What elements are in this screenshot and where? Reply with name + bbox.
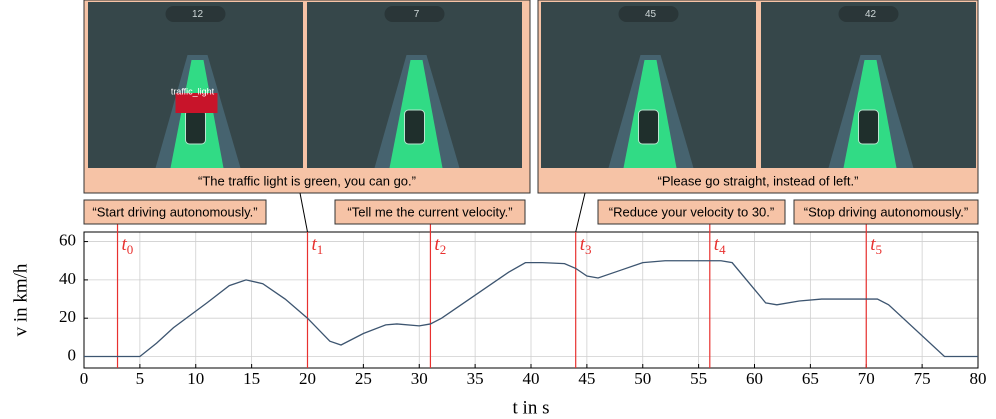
event-subscript: 2: [440, 242, 447, 257]
event-subscript: 1: [317, 242, 324, 257]
hud-speed: 12: [192, 9, 204, 20]
object-label: traffic_light: [171, 86, 215, 96]
detected-object: [175, 93, 218, 113]
hud-speed: 45: [645, 9, 657, 20]
event-symbol: t: [870, 234, 876, 255]
ego-car: [638, 109, 659, 145]
plot-frame: [83, 231, 979, 369]
command-box: [597, 199, 786, 225]
screenshot: 7: [307, 2, 522, 168]
panel-caption: “The traffic light is green, you can go.…: [198, 173, 416, 188]
event-symbol: t: [434, 234, 440, 255]
command-text: “Reduce your velocity to 30.”: [609, 204, 774, 219]
x-axis-label: t in s: [513, 397, 550, 418]
screenshot: 45: [541, 2, 756, 168]
x-tick-label: 0: [80, 369, 89, 388]
y-tick-label: 0: [68, 345, 77, 364]
x-tick-label: 10: [187, 369, 204, 388]
hud: [838, 6, 899, 22]
x-tick-label: 55: [690, 369, 707, 388]
screenshot: 12 traffic_light: [88, 2, 303, 168]
screenshot: 42: [761, 2, 976, 168]
ego-car: [858, 109, 879, 145]
command-box: [83, 199, 267, 225]
command-text: “Start driving autonomously.”: [92, 204, 257, 219]
x-tick-label: 15: [243, 369, 260, 388]
event-label: t3: [580, 234, 592, 257]
event-symbol: t: [122, 234, 128, 255]
x-tick-label: 60: [746, 369, 763, 388]
event-label: t0: [122, 234, 134, 257]
hud: [165, 6, 226, 22]
hud: [384, 6, 445, 22]
panel-caption: “Please go straight, instead of left.”: [658, 173, 859, 188]
event-subscript: 3: [585, 242, 592, 257]
y-tick-label: 20: [59, 307, 76, 326]
leader-line: [299, 192, 308, 233]
hud-speed: 7: [414, 9, 420, 20]
event-label: t4: [714, 234, 726, 257]
y-tick-label: 40: [59, 269, 76, 288]
event-subscript: 0: [127, 242, 133, 257]
x-tick-label: 40: [523, 369, 540, 388]
ego-car: [404, 109, 425, 145]
event-label: t1: [312, 234, 324, 257]
hud: [618, 6, 679, 22]
command-text: “Tell me the current velocity.”: [347, 204, 512, 219]
event-label: t5: [870, 234, 882, 257]
x-tick-label: 65: [802, 369, 819, 388]
event-symbol: t: [580, 234, 586, 255]
x-tick-label: 70: [858, 369, 875, 388]
event-symbol: t: [714, 234, 720, 255]
x-tick-label: 35: [467, 369, 484, 388]
ego-car: [185, 109, 206, 145]
leader-line: [575, 192, 586, 233]
x-tick-label: 45: [578, 369, 595, 388]
x-tick-label: 30: [411, 369, 428, 388]
event-subscript: 5: [876, 242, 883, 257]
x-tick-label: 75: [914, 369, 931, 388]
command-box: [334, 199, 526, 225]
x-tick-label: 25: [355, 369, 372, 388]
x-tick-label: 5: [136, 369, 145, 388]
velocity-line: [84, 260, 978, 358]
x-tick-label: 80: [970, 369, 987, 388]
y-axis-label: v in km/h: [10, 263, 31, 336]
event-subscript: 4: [719, 242, 726, 257]
command-text: “Stop driving autonomously.”: [804, 204, 969, 219]
event-label: t2: [434, 234, 446, 257]
x-tick-label: 50: [634, 369, 651, 388]
command-box: [793, 199, 979, 225]
hud-speed: 42: [865, 9, 877, 20]
event-symbol: t: [312, 234, 318, 255]
y-tick-label: 60: [59, 230, 76, 249]
x-tick-label: 20: [299, 369, 316, 388]
